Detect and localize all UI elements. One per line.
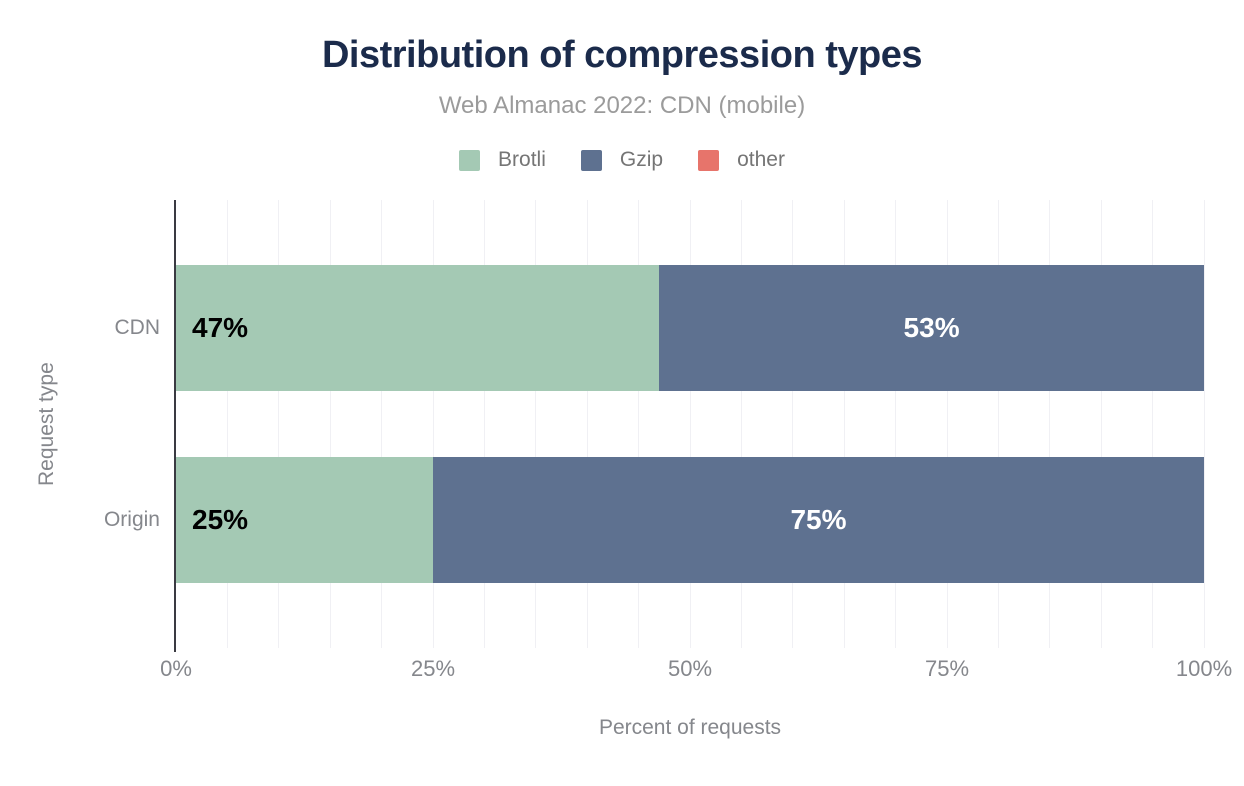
bar-row-cdn: 47% 53%	[176, 265, 1204, 392]
plot-area: 47% 53% 25% 75%	[174, 200, 1205, 652]
gridline	[226, 200, 228, 648]
bar-segment-gzip-cdn[interactable]: 53%	[659, 265, 1204, 392]
x-tick-label-25: 25%	[410, 656, 456, 681]
gridline	[483, 200, 485, 648]
legend-swatch-icon	[459, 149, 481, 171]
x-tick-label-0: 0%	[160, 656, 192, 681]
x-tick-label-50: 50%	[667, 656, 713, 681]
y-axis-title: Request type	[35, 362, 58, 486]
x-tick-label-100: 100%	[1175, 656, 1233, 681]
gridline	[740, 200, 742, 648]
legend-label: other	[737, 148, 785, 171]
gridline	[946, 200, 948, 648]
bar-row-origin: 25% 75%	[176, 456, 1204, 583]
gridline	[843, 200, 845, 648]
legend-item-brotli: Brotli	[459, 148, 546, 172]
category-label-cdn: CDN	[114, 316, 161, 340]
gridline	[586, 200, 588, 648]
gridline	[1203, 200, 1205, 648]
gridline	[638, 200, 640, 648]
gridline	[381, 200, 383, 648]
bar-value-label: 25%	[192, 503, 249, 535]
legend-item-gzip: Gzip	[580, 148, 664, 172]
category-label-origin: Origin	[103, 507, 160, 531]
legend-swatch-icon	[698, 149, 720, 171]
gridline	[278, 200, 280, 648]
bar-value-label: 53%	[903, 312, 960, 344]
bar-segment-brotli-origin[interactable]: 25%	[176, 456, 433, 583]
legend-swatch-icon	[580, 149, 602, 171]
gridline	[689, 200, 691, 648]
legend: Brotli Gzip other	[0, 148, 1244, 172]
gridline	[432, 200, 434, 648]
gridline	[792, 200, 794, 648]
legend-label: Gzip	[619, 148, 664, 171]
y-axis-line	[174, 200, 176, 652]
bar-segment-brotli-cdn[interactable]: 47%	[176, 265, 660, 392]
bar-value-label: 47%	[192, 312, 249, 344]
gridline	[997, 200, 999, 648]
bar-segment-gzip-origin[interactable]: 75%	[433, 456, 1204, 583]
gridline	[1152, 200, 1154, 648]
legend-item-other: other	[698, 148, 785, 172]
x-tick-label-75: 75%	[924, 656, 970, 681]
legend-label: Brotli	[498, 148, 546, 171]
gridline	[895, 200, 897, 648]
chart-title: Distribution of compression types	[321, 34, 923, 76]
gridline	[1049, 200, 1051, 648]
chart-subtitle: Web Almanac 2022: CDN (mobile)	[438, 92, 806, 119]
gridline	[329, 200, 331, 648]
gridline	[1100, 200, 1102, 648]
x-axis-title: Percent of requests	[598, 716, 782, 739]
bar-value-label: 75%	[790, 503, 847, 535]
gridline	[535, 200, 537, 648]
